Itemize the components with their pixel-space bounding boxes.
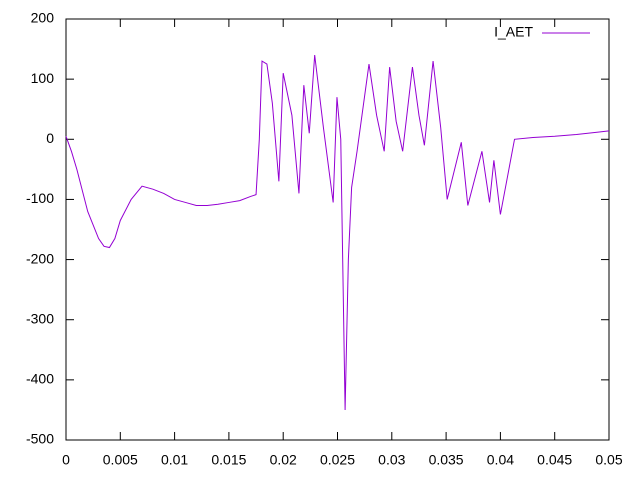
y-tick-label: -400 bbox=[26, 371, 54, 387]
x-tick-label: 0.035 bbox=[429, 452, 464, 468]
x-tick-label: 0.01 bbox=[161, 452, 188, 468]
x-tick-label: 0.045 bbox=[537, 452, 572, 468]
line bbox=[65, 55, 610, 410]
legend-label: I_AET bbox=[494, 24, 533, 40]
x-tick-label: 0.025 bbox=[320, 452, 355, 468]
x-tick-label: 0.02 bbox=[270, 452, 297, 468]
x-tick-label: 0.03 bbox=[378, 452, 405, 468]
x-tick-label: 0.015 bbox=[211, 452, 246, 468]
x-tick-label: 0.005 bbox=[103, 452, 138, 468]
plot-border bbox=[65, 18, 610, 441]
y-tick-label: 200 bbox=[31, 10, 55, 26]
y-tick-label: -100 bbox=[26, 190, 54, 206]
y-tick-label: -300 bbox=[26, 310, 54, 326]
y-tick-label: 100 bbox=[31, 70, 55, 86]
x-tick-label: 0.05 bbox=[595, 452, 622, 468]
x-tick-label: 0 bbox=[62, 452, 70, 468]
y-tick-label: 0 bbox=[46, 130, 54, 146]
x-tick-label: 0.04 bbox=[487, 452, 514, 468]
y-tick-label: -500 bbox=[26, 431, 54, 447]
y-tick-label: -200 bbox=[26, 250, 54, 266]
